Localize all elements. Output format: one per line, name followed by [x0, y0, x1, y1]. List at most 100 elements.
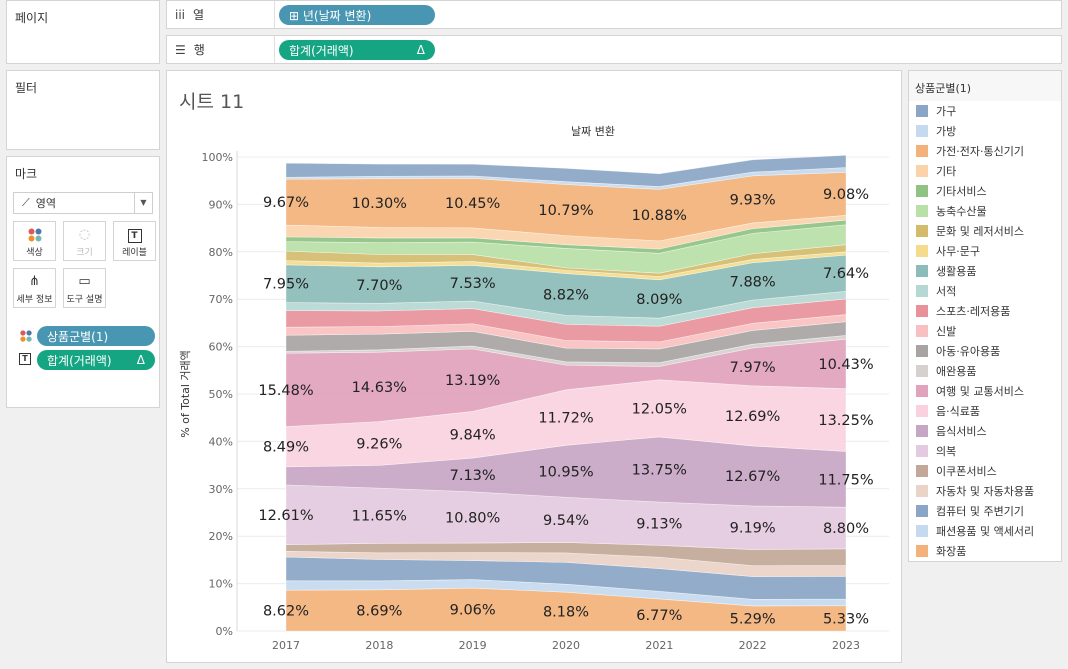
data-label: 8.62%	[263, 604, 309, 620]
legend-item[interactable]: 가전·전자·통신기기	[913, 141, 1024, 161]
area-chart: 날짜 변환 0% 10% 20% 30% 40% 50% 60% 70% 80% 90% 100% % …	[179, 125, 889, 652]
legend-item[interactable]: 컴퓨터 및 주변기기	[913, 501, 1024, 521]
data-label: 9.84%	[450, 428, 496, 444]
color-field-pill[interactable]: 상품군별(1)	[37, 326, 155, 346]
legend-item-label: 패션용품 및 액세서리	[936, 525, 1035, 538]
data-label: 10.45%	[445, 196, 500, 212]
data-label: 9.67%	[263, 195, 309, 211]
chart-title: 날짜 변환	[571, 125, 615, 138]
data-label: 12.67%	[725, 469, 780, 485]
label-field-pill[interactable]: 합계(거래액) Δ	[37, 350, 155, 370]
columns-field-pill[interactable]: ⊞ 년(날짜 변환)	[279, 5, 435, 25]
x-tick-label: 2022	[739, 639, 767, 652]
legend-item[interactable]: 아동·유아용품	[913, 341, 1000, 361]
data-label: 8.69%	[356, 603, 402, 619]
mark-type-dropdown[interactable]: ⟋ 영역 ▼	[13, 192, 153, 214]
legend-swatch	[916, 225, 928, 237]
legend-item-label: 이쿠폰서비스	[936, 465, 997, 478]
worksheet: 시트 11 날짜 변환 0% 10% 20% 30% 40% 50% 60% 70% 80% 90%…	[166, 70, 902, 663]
legend-item-label: 음식서비스	[936, 425, 987, 438]
legend-item[interactable]: 화장품	[913, 541, 966, 561]
legend-item[interactable]: 신발	[913, 321, 956, 341]
legend-item[interactable]: 가구	[913, 101, 956, 121]
legend-item[interactable]: 음·식료품	[913, 401, 980, 421]
data-label: 7.13%	[450, 468, 496, 484]
legend-item[interactable]: 패션용품 및 액세서리	[913, 521, 1034, 541]
legend-swatch	[916, 445, 928, 457]
legend-item-label: 의복	[936, 445, 957, 458]
data-label: 9.26%	[356, 436, 402, 452]
pages-card[interactable]: 페이지	[6, 0, 160, 64]
tooltip-button[interactable]: ▭ 도구 설명	[63, 268, 106, 308]
legend-item[interactable]: 서적	[913, 281, 956, 301]
legend-swatch	[916, 545, 928, 557]
legend-item[interactable]: 기타	[913, 161, 956, 181]
legend-title: 상품군별(1)	[909, 71, 1061, 101]
legend-item[interactable]: 이쿠폰서비스	[913, 461, 997, 481]
data-label: 8.09%	[636, 292, 682, 308]
y-tick-label: 70%	[209, 293, 233, 306]
marks-card-title: 마크	[15, 167, 38, 181]
legend-item-label: 농축수산물	[936, 205, 987, 218]
pages-card-title: 페이지	[15, 11, 49, 25]
legend-item-label: 자동차 및 자동차용품	[936, 485, 1035, 498]
data-label: 9.93%	[730, 192, 776, 208]
rows-field-pill[interactable]: 합계(거래액) Δ	[279, 40, 435, 60]
legend-swatch	[916, 105, 928, 117]
data-label: 8.18%	[543, 605, 589, 621]
rows-shelf[interactable]: ☰ 행 합계(거래액) Δ	[166, 35, 1062, 64]
delta-icon: Δ	[136, 353, 145, 367]
color-button-label: 색상	[26, 248, 43, 258]
legend-item[interactable]: 자동차 및 자동차용품	[913, 481, 1034, 501]
data-label: 9.13%	[636, 517, 682, 533]
x-tick-label: 2017	[272, 639, 300, 652]
color-dots-icon	[14, 227, 55, 247]
label-button[interactable]: T 레이블	[113, 221, 156, 261]
legend-item-label: 음·식료품	[936, 405, 980, 418]
y-tick-label: 100%	[202, 151, 233, 164]
legend-swatch	[916, 365, 928, 377]
legend-item[interactable]: 스포츠·레저용품	[913, 301, 1010, 321]
data-label: 7.95%	[263, 277, 309, 293]
data-label: 12.69%	[725, 409, 780, 425]
filters-card[interactable]: 필터	[6, 70, 160, 150]
detail-button[interactable]: ⋔ 세부 정보	[13, 268, 56, 308]
legend-swatch	[916, 525, 928, 537]
legend-item[interactable]: 생활용품	[913, 261, 976, 281]
data-label: 7.97%	[730, 360, 776, 376]
data-label: 8.49%	[263, 440, 309, 456]
legend-item[interactable]: 문화 및 레저서비스	[913, 221, 1024, 241]
legend-swatch	[916, 285, 928, 297]
legend-item[interactable]: 농축수산물	[913, 201, 987, 221]
legend-item[interactable]: 여행 및 교통서비스	[913, 381, 1024, 401]
y-tick-label: 50%	[209, 388, 233, 401]
color-button[interactable]: 색상	[13, 221, 56, 261]
data-label: 11.65%	[352, 509, 407, 525]
legend-item[interactable]: 가방	[913, 121, 956, 141]
mark-type-value: 영역	[35, 197, 56, 210]
legend-item[interactable]: 기타서비스	[913, 181, 987, 201]
label-field-pill-label: 합계(거래액)	[47, 353, 112, 368]
color-dots-small-icon	[19, 328, 33, 347]
data-label: 9.19%	[730, 521, 776, 537]
data-label: 6.77%	[636, 608, 682, 624]
y-tick-label: 90%	[209, 198, 233, 211]
marks-card: 마크 ⟋ 영역 ▼ 색상 ◌ 크기 T 레이블 ⋔ 세부 정보 ▭ 도구 설명 …	[6, 156, 160, 408]
tooltip-icon: ▭	[78, 274, 91, 289]
data-label: 8.82%	[543, 287, 589, 303]
legend-item[interactable]: 의복	[913, 441, 956, 461]
legend-item-label: 화장품	[936, 545, 967, 558]
chevron-down-icon[interactable]: ▼	[134, 193, 152, 213]
legend-item[interactable]: 사무·문구	[913, 241, 980, 261]
size-button[interactable]: ◌ 크기	[63, 221, 106, 261]
size-icon: ◌	[78, 227, 91, 242]
legend-item-label: 생활용품	[936, 265, 977, 278]
tooltip-button-label: 도구 설명	[66, 295, 103, 305]
y-tick-label: 10%	[209, 578, 233, 591]
data-label: 10.30%	[352, 196, 407, 212]
data-label: 15.48%	[258, 383, 313, 399]
columns-shelf[interactable]: iii 열 ⊞ 년(날짜 변환)	[166, 0, 1062, 29]
legend-item[interactable]: 음식서비스	[913, 421, 987, 441]
legend-item[interactable]: 애완용품	[913, 361, 976, 381]
data-label: 10.80%	[445, 510, 500, 526]
